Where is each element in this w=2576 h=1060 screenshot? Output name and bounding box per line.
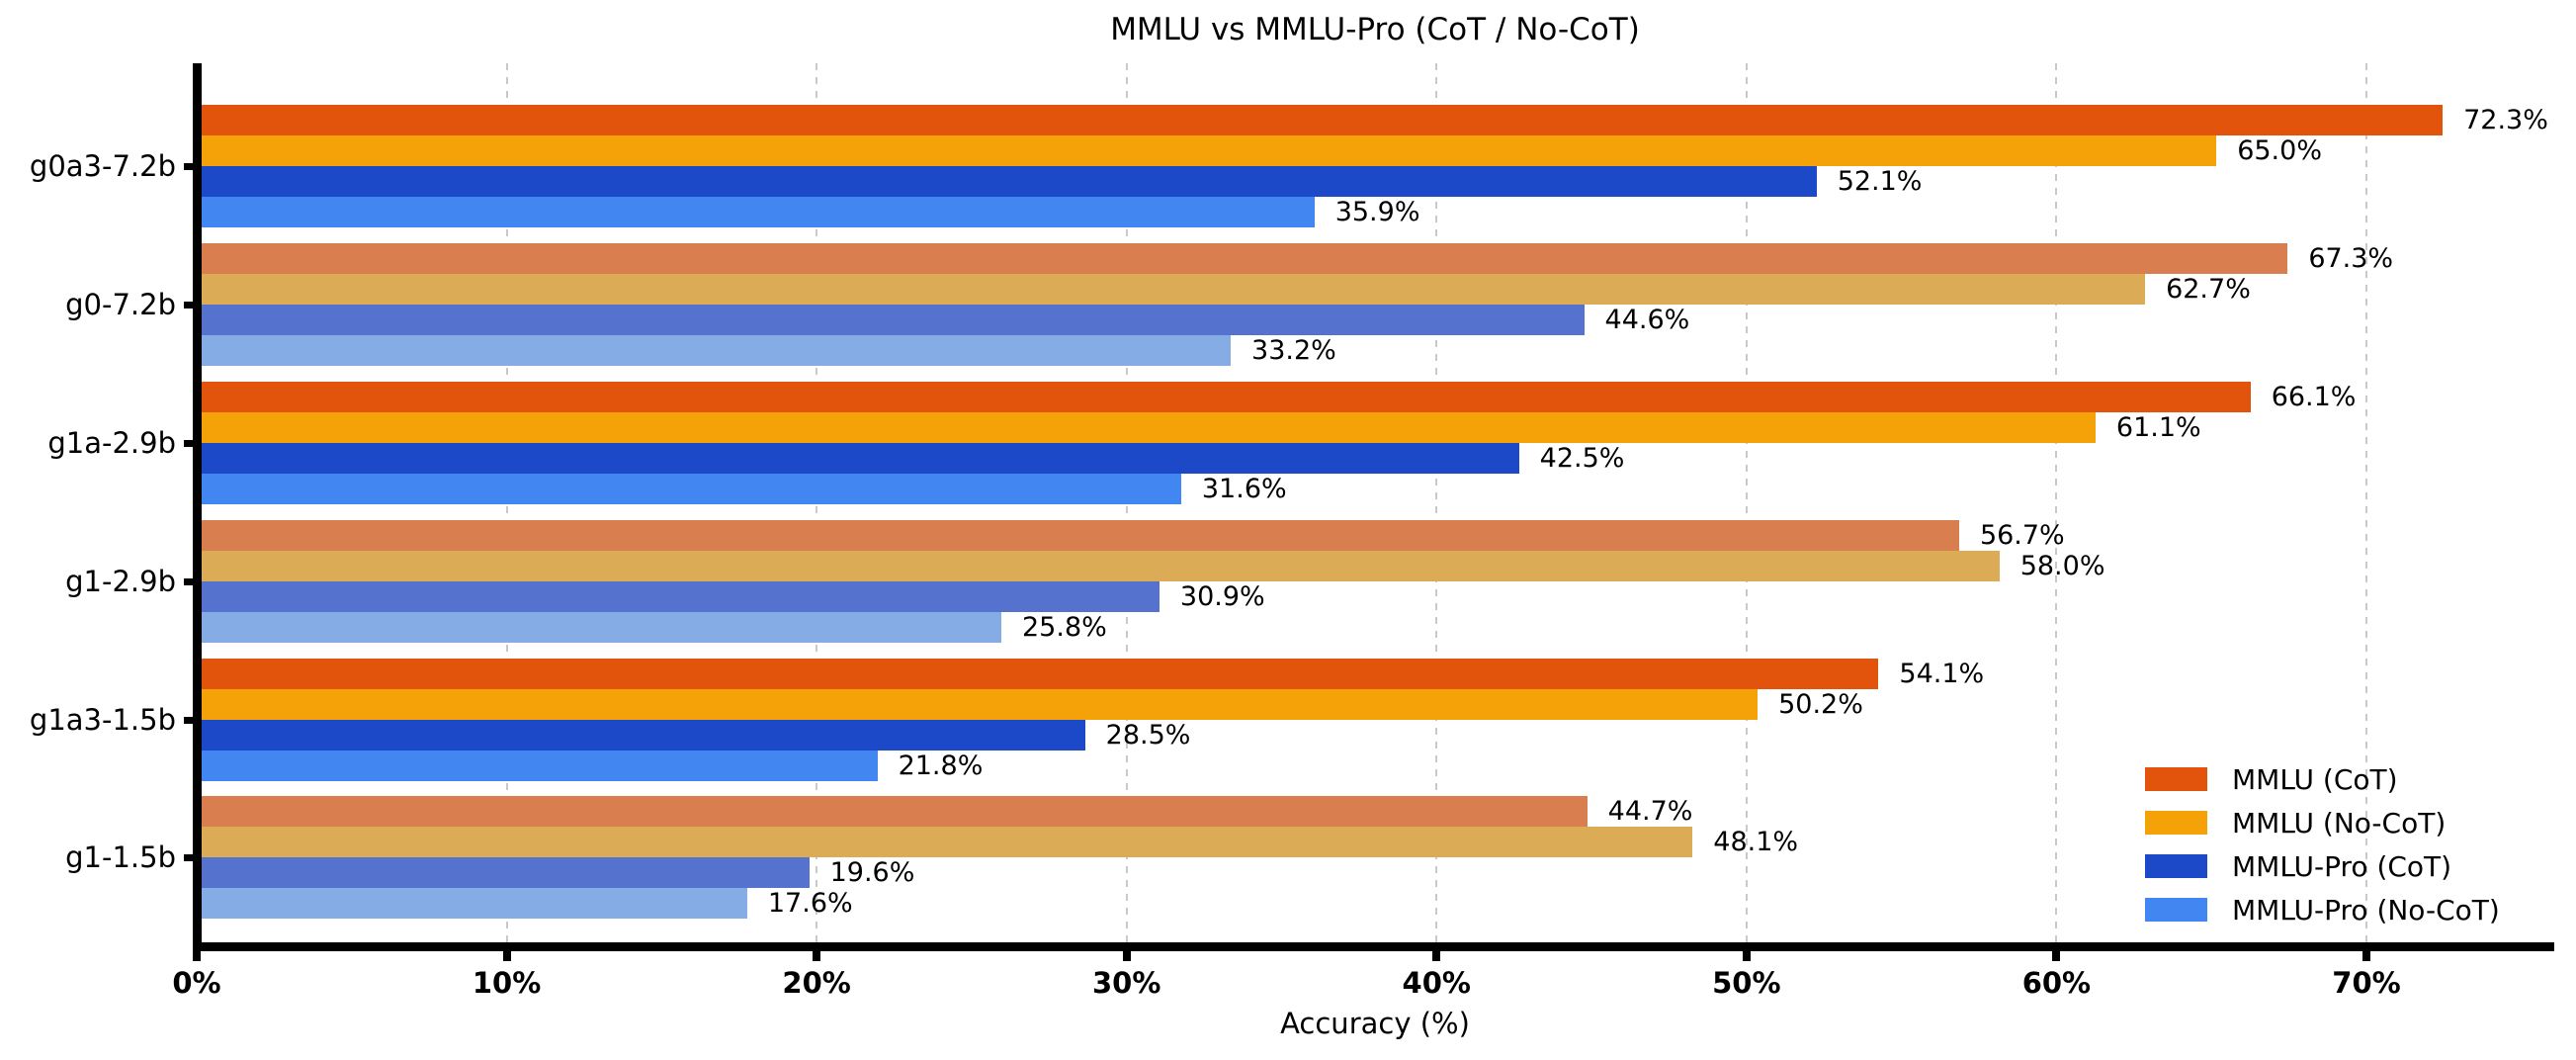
bar-value-label: 56.7% [1979, 520, 2065, 551]
bar-value-label: 35.9% [1334, 197, 1420, 227]
bar-value-label: 42.5% [1539, 443, 1625, 474]
bar-value-label: 21.8% [898, 751, 984, 781]
x-tick-label: 70% [2332, 966, 2401, 1000]
legend-swatch [2145, 767, 2207, 791]
bar-g1a-2.9b-mmlu-pro-no-cot- [202, 474, 1181, 504]
legend-label: MMLU-Pro (CoT) [2232, 849, 2452, 883]
bar-value-label: 33.2% [1251, 335, 1336, 366]
bar-value-label: 48.1% [1713, 827, 1799, 857]
bar-value-label: 25.8% [1022, 612, 1107, 643]
y-tick-mark-g0a3-7.2b [184, 163, 193, 170]
bar-g1-2.9b-mmlu-no-cot- [202, 551, 2000, 581]
bar-g0a3-7.2b-mmlu-cot- [202, 105, 2444, 135]
x-axis-line [193, 942, 2554, 951]
legend-swatch [2145, 854, 2207, 878]
bar-g1a-2.9b-mmlu-pro-cot- [202, 443, 1519, 474]
bar-g1a-2.9b-mmlu-cot- [202, 382, 2251, 412]
x-tick-mark-30 [1122, 951, 1131, 961]
y-tick-mark-g1-2.9b [184, 578, 193, 585]
y-axis-line [193, 63, 202, 951]
x-tick-mark-0 [193, 951, 201, 961]
y-tick-label: g1a3-1.5b [29, 703, 176, 737]
bar-g1-1.5b-mmlu-no-cot- [202, 827, 1693, 857]
legend-item-mmlu-cot-: MMLU (CoT) [2145, 757, 2500, 801]
x-tick-mark-10 [502, 951, 511, 961]
bar-g0a3-7.2b-mmlu-pro-no-cot- [202, 197, 1315, 227]
bar-value-label: 44.6% [1604, 305, 1690, 335]
y-tick-label: g1a-2.9b [47, 426, 176, 460]
bar-g0-7.2b-mmlu-cot- [202, 243, 2288, 274]
bar-g1a3-1.5b-mmlu-pro-no-cot- [202, 751, 878, 781]
gridline-40 [1435, 63, 1438, 942]
bar-value-label: 52.1% [1837, 166, 1923, 197]
legend-item-mmlu-no-cot-: MMLU (No-CoT) [2145, 801, 2500, 844]
bar-value-label: 72.3% [2463, 105, 2548, 135]
y-tick-label: g0a3-7.2b [29, 149, 176, 183]
bar-g1-2.9b-mmlu-cot- [202, 520, 1959, 551]
bar-g1a3-1.5b-mmlu-pro-cot- [202, 720, 1085, 751]
bar-g1a3-1.5b-mmlu-no-cot- [202, 689, 1759, 720]
legend-label: MMLU-Pro (No-CoT) [2232, 893, 2500, 927]
y-tick-mark-g1-1.5b [184, 854, 193, 861]
x-axis-label: Accuracy (%) [1280, 1007, 1470, 1040]
bar-value-label: 65.0% [2237, 135, 2322, 166]
bar-g0a3-7.2b-mmlu-no-cot- [202, 135, 2217, 166]
bar-value-label: 58.0% [2019, 551, 2105, 581]
y-tick-mark-g1a3-1.5b [184, 717, 193, 724]
bar-g1-2.9b-mmlu-pro-cot- [202, 581, 1159, 612]
bar-value-label: 54.1% [1899, 659, 1985, 689]
bar-g0-7.2b-mmlu-pro-cot- [202, 305, 1585, 335]
legend-label: MMLU (CoT) [2232, 762, 2398, 796]
legend-item-mmlu-pro-no-cot-: MMLU-Pro (No-CoT) [2145, 888, 2500, 931]
bar-g1-1.5b-mmlu-pro-no-cot- [202, 888, 747, 919]
bar-g1a3-1.5b-mmlu-cot- [202, 659, 1879, 689]
legend-swatch [2145, 898, 2207, 922]
gridline-60 [2055, 63, 2058, 942]
y-tick-label: g1-1.5b [65, 840, 176, 874]
bar-g1-2.9b-mmlu-pro-no-cot- [202, 612, 1001, 643]
x-tick-label: 40% [1402, 966, 1471, 1000]
bar-value-label: 28.5% [1105, 720, 1191, 751]
y-tick-mark-g0-7.2b [184, 302, 193, 309]
x-tick-label: 10% [472, 966, 542, 1000]
bar-g1-1.5b-mmlu-cot- [202, 796, 1588, 827]
gridline-50 [1745, 63, 1748, 942]
legend-swatch [2145, 811, 2207, 835]
y-tick-label: g1-2.9b [65, 565, 176, 598]
x-tick-mark-60 [2052, 951, 2061, 961]
x-tick-label: 60% [2021, 966, 2092, 1000]
x-tick-label: 0% [172, 966, 221, 1000]
x-tick-label: 30% [1091, 966, 1161, 1000]
x-tick-mark-50 [1742, 951, 1751, 961]
x-tick-label: 50% [1712, 966, 1781, 1000]
x-tick-mark-40 [1432, 951, 1441, 961]
bar-g0-7.2b-mmlu-no-cot- [202, 274, 2146, 305]
bar-value-label: 30.9% [1179, 581, 1265, 612]
gridline-70 [2364, 63, 2367, 942]
bar-value-label: 44.7% [1607, 796, 1693, 827]
bar-g1-1.5b-mmlu-pro-cot- [202, 857, 810, 888]
bar-g1a-2.9b-mmlu-no-cot- [202, 412, 2096, 443]
bar-g0a3-7.2b-mmlu-pro-cot- [202, 166, 1817, 197]
x-tick-label: 20% [782, 966, 851, 1000]
bar-value-label: 31.6% [1201, 474, 1287, 504]
y-tick-label: g0-7.2b [65, 288, 176, 321]
chart-title: MMLU vs MMLU-Pro (CoT / No-CoT) [1110, 12, 1640, 47]
bar-value-label: 17.6% [767, 888, 853, 919]
bar-value-label: 66.1% [2271, 382, 2357, 412]
bar-g0-7.2b-mmlu-pro-no-cot- [202, 335, 1232, 366]
bar-value-label: 50.2% [1778, 689, 1863, 720]
legend-item-mmlu-pro-cot-: MMLU-Pro (CoT) [2145, 844, 2500, 888]
bar-value-label: 67.3% [2308, 243, 2394, 274]
bar-value-label: 62.7% [2166, 274, 2251, 305]
legend: MMLU (CoT) MMLU (No-CoT) MMLU-Pro (CoT) MML… [2145, 757, 2500, 931]
x-tick-mark-20 [813, 951, 821, 961]
y-tick-mark-g1a-2.9b [184, 440, 193, 447]
bar-value-label: 19.6% [829, 857, 915, 888]
bar-value-label: 61.1% [2115, 412, 2201, 443]
x-tick-mark-70 [2361, 951, 2370, 961]
legend-label: MMLU (No-CoT) [2232, 806, 2447, 839]
